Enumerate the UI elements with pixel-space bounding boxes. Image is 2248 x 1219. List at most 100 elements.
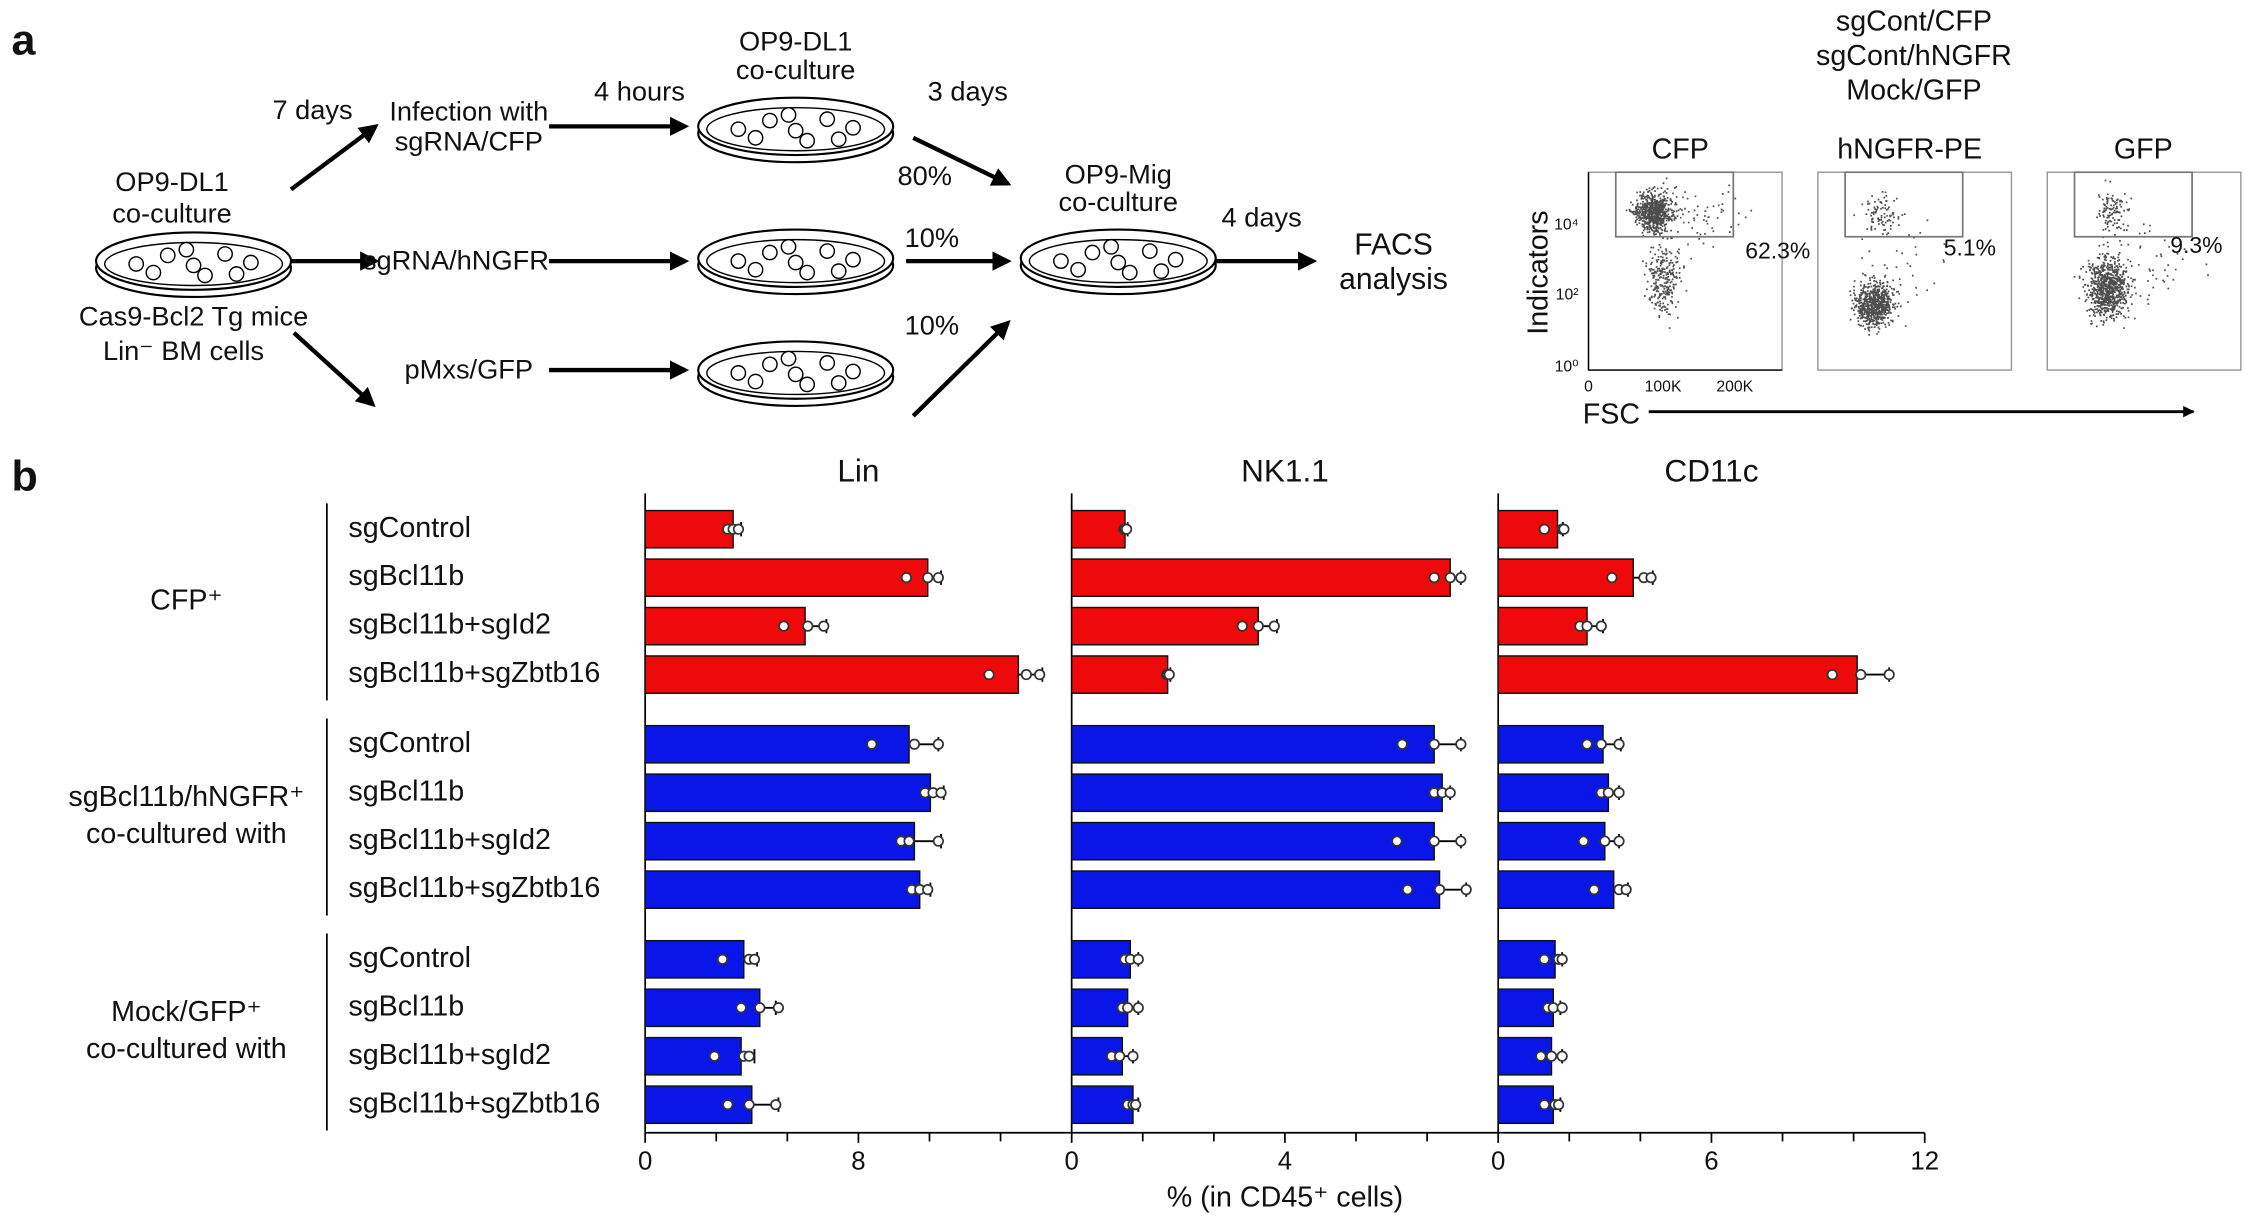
replicate-point xyxy=(743,1099,755,1111)
series-title: CD11c xyxy=(1664,453,1758,489)
dish-inner xyxy=(706,106,886,152)
cell xyxy=(761,244,778,261)
cell xyxy=(780,106,797,123)
label: 9.3% xyxy=(2170,232,2222,258)
replicate-point xyxy=(1252,620,1264,632)
facs-plot-frame xyxy=(1587,171,1783,371)
replicate-point xyxy=(1606,572,1618,584)
replicate-point xyxy=(770,1099,782,1111)
bar xyxy=(1070,655,1169,694)
replicate-point xyxy=(732,523,745,535)
cell xyxy=(761,356,778,373)
bar xyxy=(1497,606,1588,646)
replicate-point xyxy=(922,884,934,896)
replicate-point xyxy=(1613,738,1625,750)
replicate-point xyxy=(1020,668,1032,681)
label: b xyxy=(11,452,37,500)
cell xyxy=(799,264,816,281)
replicate-point xyxy=(1613,835,1625,847)
cell xyxy=(787,122,804,139)
replicate-point xyxy=(1581,620,1593,632)
replicate-point xyxy=(1855,668,1867,681)
bar xyxy=(644,509,734,549)
bar xyxy=(644,939,745,979)
replicate-point xyxy=(1122,1002,1134,1014)
cell xyxy=(819,243,836,259)
label: OP9-DL1 xyxy=(739,25,852,56)
dish-inner xyxy=(103,241,284,287)
replicate-point xyxy=(743,1050,755,1062)
replicate-point xyxy=(1595,620,1607,632)
replicate-point xyxy=(1428,738,1440,750)
cell xyxy=(128,256,145,272)
dish-inner xyxy=(1028,238,1208,284)
facs-dots xyxy=(1849,191,1946,336)
replicate-point xyxy=(1581,738,1593,750)
replicate-point xyxy=(1577,835,1590,847)
replicate-point xyxy=(1444,787,1456,799)
replicate-point xyxy=(1599,835,1611,847)
label: co-culture xyxy=(112,197,232,228)
replicate-point xyxy=(1538,523,1550,535)
replicate-point xyxy=(1826,668,1838,681)
category-label: sgBcl11b+sgZbtb16 xyxy=(348,657,600,689)
category-label: sgBcl11b xyxy=(348,560,464,592)
cell xyxy=(159,247,176,264)
replicate-point xyxy=(1455,738,1467,750)
label: sgRNA/hNGFR xyxy=(363,245,549,276)
bar xyxy=(644,1036,742,1076)
cell xyxy=(780,350,797,367)
arrow xyxy=(912,135,1012,186)
cell xyxy=(1141,243,1158,259)
cell xyxy=(1084,244,1101,261)
x-tick-label: 8 xyxy=(851,1148,865,1176)
replicate-point xyxy=(1433,884,1446,896)
replicate-point xyxy=(1401,884,1414,896)
replicate-point xyxy=(903,835,915,847)
cell xyxy=(819,355,836,371)
cell xyxy=(819,111,836,128)
replicate-point xyxy=(772,1002,785,1014)
cell xyxy=(1070,261,1087,278)
cell xyxy=(787,366,804,383)
cell xyxy=(787,254,804,271)
cell xyxy=(845,251,861,268)
replicate-point xyxy=(1538,953,1550,965)
replicate-point xyxy=(1556,1050,1568,1062)
replicate-point xyxy=(1553,1099,1565,1111)
replicate-point xyxy=(735,1002,747,1014)
cell xyxy=(243,254,259,271)
category-label: sgBcl11b+sgId2 xyxy=(348,609,551,641)
replicate-point xyxy=(722,1099,734,1111)
label: a xyxy=(11,17,36,65)
replicate-point xyxy=(1556,1002,1568,1014)
bar xyxy=(644,870,921,909)
bar xyxy=(1070,773,1443,813)
replicate-point xyxy=(1391,835,1403,847)
replicate-point xyxy=(983,668,995,681)
facs-plot-frame xyxy=(1817,171,2013,371)
label: FACS xyxy=(1354,229,1433,262)
cell xyxy=(747,261,764,278)
replicate-point xyxy=(1620,884,1632,896)
x-tick-label: 6 xyxy=(1704,1148,1718,1176)
bar xyxy=(644,655,1020,694)
cell xyxy=(730,253,747,270)
category-label: sgBcl11b+sgZbtb16 xyxy=(348,872,600,904)
replicate-point xyxy=(754,1002,766,1014)
label: 3 days xyxy=(928,76,1008,107)
dish-inner xyxy=(706,350,886,396)
facs-dots xyxy=(2073,179,2209,329)
facs-gate xyxy=(1614,171,1735,238)
cell xyxy=(845,363,861,380)
replicate-point xyxy=(778,620,790,632)
label: 100K xyxy=(1645,378,1682,395)
group-label: co-cultured with xyxy=(86,818,287,850)
series-title: NK1.1 xyxy=(1241,453,1329,489)
label: 4 days xyxy=(1222,202,1302,233)
cell xyxy=(747,129,764,146)
label: hNGFR-PE xyxy=(1837,133,1982,165)
replicate-point xyxy=(1428,835,1440,847)
label: 10⁴ xyxy=(1554,216,1578,233)
